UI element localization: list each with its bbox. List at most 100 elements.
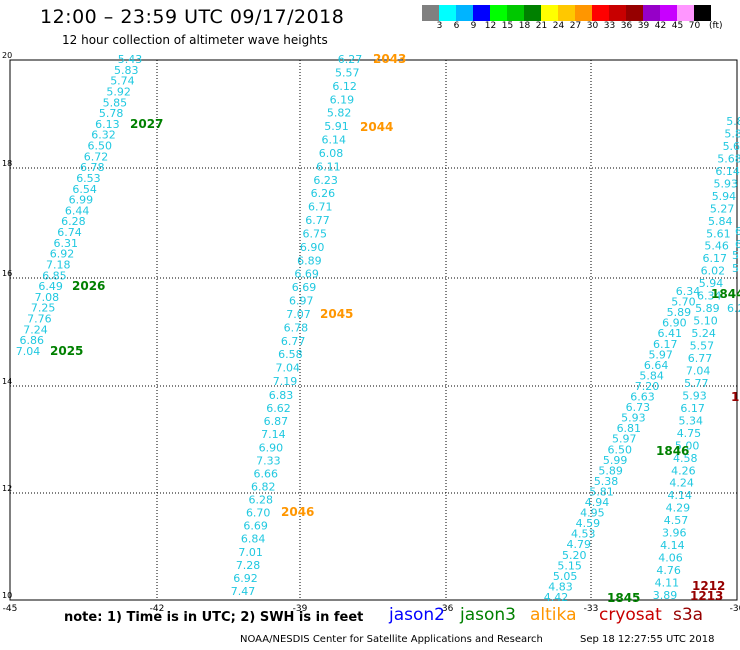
- x-tick-label: -33: [584, 604, 599, 614]
- wave-height-value: 5.83: [114, 64, 139, 77]
- wave-height-value: 5.61: [706, 227, 731, 240]
- wave-height-value: 5.8: [732, 249, 740, 262]
- wave-height-value: 6.89: [297, 254, 322, 267]
- wave-height-value: 5.38: [594, 475, 619, 488]
- wave-height-value: 6.41: [658, 327, 683, 340]
- wave-height-value: 4.42: [544, 591, 569, 604]
- wave-height-value: 6.73: [626, 401, 651, 414]
- legend-note: note: 1) Time is in UTC; 2) SWH is in fe…: [64, 610, 364, 625]
- wave-height-value: 4.14: [667, 489, 692, 502]
- wave-height-value: 5.89: [667, 306, 692, 319]
- color-scale-label: 12: [484, 21, 497, 31]
- time-label: 1844: [711, 287, 740, 301]
- wave-height-value: 6.77: [688, 352, 713, 365]
- wave-height-value: 5.89: [695, 302, 720, 315]
- wave-height-value: 4.11: [655, 577, 680, 590]
- wave-height-value: 6.90: [259, 441, 284, 454]
- wave-height-value: 5.43: [118, 53, 143, 66]
- x-tick-label: -39: [293, 604, 308, 614]
- wave-height-value: 5.92: [106, 85, 131, 98]
- y-tick-label: 16: [2, 269, 12, 278]
- wave-height-value: 5.57: [690, 340, 715, 353]
- wave-height-value: 6.17: [653, 338, 678, 351]
- wave-height-value: 5.94: [699, 277, 724, 290]
- color-scale-label: 3: [436, 21, 443, 31]
- wave-height-value: 6.90: [662, 317, 687, 330]
- wave-height-value: 6.28: [61, 215, 86, 228]
- color-swatch: [524, 5, 541, 21]
- wave-height-value: 6.90: [300, 241, 325, 254]
- color-swatch: [677, 5, 694, 21]
- wave-height-value: 7.20: [635, 380, 660, 393]
- wave-height-value: 6.58: [278, 348, 303, 361]
- wave-height-value: 6.82: [251, 480, 276, 493]
- wave-height-value: 6.86: [20, 334, 45, 347]
- color-swatch: [439, 5, 456, 21]
- wave-height-value: 5.93: [714, 177, 739, 190]
- wave-height-value: 5.77: [684, 377, 709, 390]
- wave-height-value: 6.44: [65, 204, 90, 217]
- color-swatch: [626, 5, 643, 21]
- color-swatch: [592, 5, 609, 21]
- wave-height-value: 6.49: [38, 280, 63, 293]
- color-scale-label: 39: [637, 21, 650, 31]
- wave-height-value: 6.63: [630, 391, 655, 404]
- wave-height-value: 5.00: [675, 439, 700, 452]
- time-label: 2027: [130, 117, 163, 131]
- wave-height-value: 6.74: [57, 226, 82, 239]
- color-swatch: [558, 5, 575, 21]
- wave-height-value: 6.08: [319, 147, 344, 160]
- wave-height-value: 5.70: [671, 296, 696, 309]
- wave-height-value: 5.74: [110, 75, 135, 88]
- wave-height-value: 6.23: [727, 302, 740, 315]
- wave-height-value: 6.11: [316, 160, 341, 173]
- wave-height-value: 5.84: [708, 215, 733, 228]
- time-label: 1212: [692, 579, 725, 593]
- color-scale-label: 30: [586, 21, 599, 31]
- wave-height-value: 6.53: [76, 172, 101, 185]
- color-scale-label: 27: [569, 21, 582, 31]
- color-scale-label: 45: [671, 21, 684, 31]
- wave-height-value: 6.66: [254, 467, 279, 480]
- wave-height-value: 4.57: [664, 514, 689, 527]
- color-swatch: [422, 5, 439, 21]
- wave-height-value: 5.94: [712, 190, 737, 203]
- wave-height-value: 6.17: [680, 402, 705, 415]
- color-swatch: [456, 5, 473, 21]
- wave-height-value: 4.83: [548, 580, 573, 593]
- wave-height-value: 7.47: [231, 585, 256, 598]
- wave-height-value: 5.68: [717, 152, 740, 165]
- wave-height-value: 6.31: [54, 237, 79, 250]
- wave-height-value: 7.18: [46, 258, 71, 271]
- wave-height-value: 5.6: [723, 140, 740, 153]
- wave-height-value: 6.14: [715, 165, 740, 178]
- time-label: 2046: [281, 505, 314, 519]
- color-scale-label: 18: [518, 21, 531, 31]
- wave-height-value: 5.27: [710, 202, 735, 215]
- time-label: 1846: [656, 444, 689, 458]
- color-scale-label: 70: [688, 21, 701, 31]
- wave-height-value: 5.89: [598, 464, 623, 477]
- wave-height-value: 4.53: [571, 528, 596, 541]
- wave-height-value: 6.17: [702, 252, 727, 265]
- color-scale-label: 15: [501, 21, 514, 31]
- x-tick-label: -30: [730, 604, 740, 614]
- wave-height-value: 5.93: [621, 412, 646, 425]
- wave-height-value: 6.85: [42, 269, 67, 282]
- wave-height-value: 5.15: [557, 559, 582, 572]
- map-title: 12:00 – 23:59 UTC 09/17/2018: [40, 6, 345, 28]
- x-tick-label: -36: [439, 604, 454, 614]
- time-label: 2044: [360, 120, 393, 134]
- legend-jason2: jason2: [389, 605, 445, 625]
- wave-height-value: 5.10: [693, 315, 718, 328]
- wave-height-value: 6.92: [50, 248, 75, 261]
- wave-height-value: 4.14: [660, 539, 685, 552]
- wave-height-value: 6.69: [243, 520, 268, 533]
- time-label: 1845: [607, 591, 640, 605]
- wave-height-value: 6.70: [246, 507, 271, 520]
- wave-height-value: 4.59: [576, 517, 601, 530]
- wave-height-value: 5.8: [724, 127, 740, 140]
- wave-height-value: 6.54: [72, 183, 97, 196]
- wave-height-value: 4.95: [580, 507, 605, 520]
- color-swatch: [473, 5, 490, 21]
